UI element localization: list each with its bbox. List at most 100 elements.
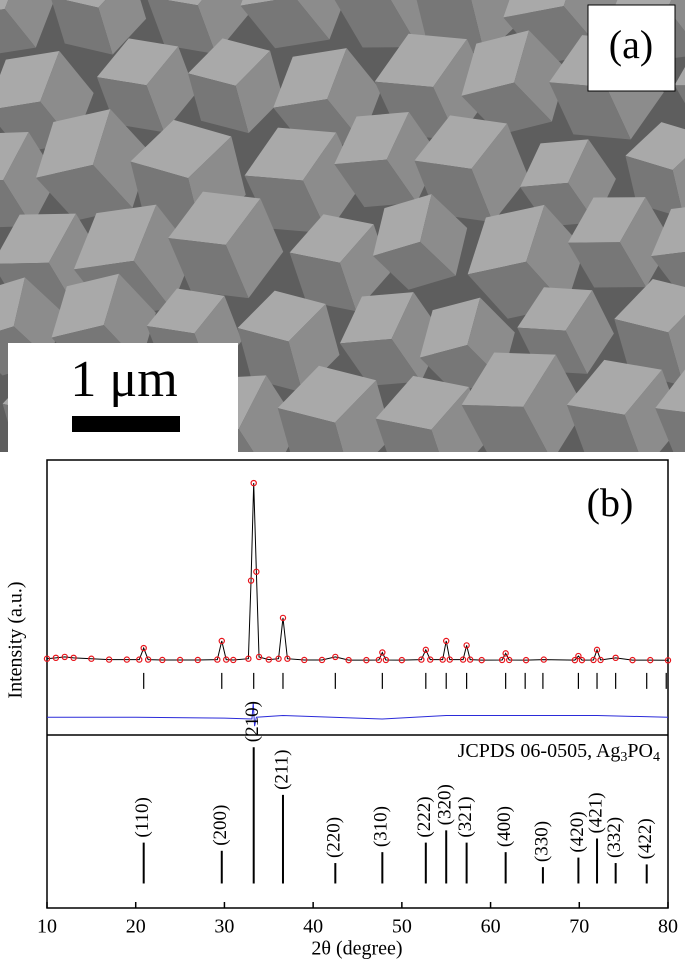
observed-point (571, 656, 579, 664)
observed-point (522, 656, 530, 664)
observed-point (265, 656, 272, 663)
panel-label: (b) (587, 480, 634, 525)
crystal-face (514, 30, 567, 122)
crystal-face (339, 292, 414, 344)
crystal-face (467, 204, 545, 275)
observed-point (318, 656, 326, 664)
crystal-face (96, 38, 179, 86)
crystal-face (375, 418, 439, 452)
observed-point (223, 656, 230, 663)
observed-point (245, 655, 252, 662)
observed-point (279, 614, 287, 622)
crystal-face (277, 365, 377, 423)
hkl-label: (210) (242, 701, 263, 742)
observed-point (194, 656, 202, 664)
hkl-label: (211) (271, 749, 292, 789)
observed-point (136, 656, 143, 663)
crystal-face (225, 198, 284, 299)
observed-point (422, 646, 430, 654)
crystal-face (35, 109, 111, 178)
crystal-face (3, 131, 58, 226)
crystal-face (273, 48, 347, 108)
crystal-face (651, 207, 685, 257)
crystal-face (0, 0, 9, 10)
crystal-face (668, 314, 685, 386)
crystal-face (520, 182, 596, 227)
crystal-face (523, 354, 585, 452)
crystal-face (372, 194, 432, 256)
hkl-label: (320) (435, 784, 456, 825)
label-box (587, 4, 676, 92)
crystal-face (334, 380, 393, 452)
observed-point (590, 656, 597, 664)
hkl-label: (421) (585, 792, 606, 833)
observed-point (597, 656, 604, 664)
x-tick-label: 20 (126, 916, 146, 938)
observed-point (578, 656, 586, 664)
plot-frame (46, 459, 669, 909)
crystal-face (0, 213, 76, 264)
observed-point (247, 577, 255, 584)
observed-point (301, 656, 308, 664)
hkl-label: (310) (371, 806, 392, 847)
crystal-face (517, 287, 593, 331)
crystal-face (65, 0, 106, 8)
crystal-face (566, 404, 639, 452)
crystal-face (35, 164, 133, 221)
observed-point (664, 657, 672, 664)
crystal-face (130, 119, 232, 179)
reference-part: 3 (620, 750, 627, 765)
crystal-face (235, 50, 284, 134)
scale-bar (72, 416, 180, 432)
hkl-label: (400) (494, 806, 515, 847)
crystal-face (461, 404, 548, 452)
observed-point (540, 656, 548, 663)
observed-point (345, 656, 352, 664)
crystal-face (339, 338, 422, 386)
observed-point (284, 655, 291, 662)
hkl-label: (330) (531, 821, 552, 862)
crystal-face (166, 0, 203, 6)
observed-point (459, 656, 467, 663)
crystal-face (98, 0, 147, 55)
observed-point (502, 650, 509, 657)
observed-point (144, 656, 152, 663)
x-axis-label: 2θ (degree) (311, 938, 402, 960)
crystal-face (188, 38, 271, 86)
crystal-face (674, 85, 685, 104)
crystal-face (289, 252, 357, 312)
crystal-face (288, 304, 340, 393)
crystal-face (0, 131, 29, 181)
crystal-face (334, 0, 419, 48)
crystal-face (237, 290, 326, 342)
crystal-face (13, 277, 62, 361)
panel-label: (a) (609, 22, 653, 67)
observed-point (446, 656, 453, 663)
crystal-face (374, 33, 467, 88)
observed-point (52, 654, 60, 662)
crystal-face (244, 127, 337, 181)
observed-point (379, 649, 386, 656)
crystal-face (520, 139, 589, 187)
crystal-face (51, 0, 113, 55)
observed-point (506, 656, 513, 664)
observed-point (123, 656, 131, 663)
observed-point (250, 479, 257, 487)
x-tick-label: 70 (569, 916, 589, 938)
crystal-face (375, 375, 469, 430)
observed-point (443, 637, 450, 645)
observed-point (398, 656, 406, 664)
crystal-face (567, 242, 647, 288)
observed-point (439, 656, 446, 663)
observed-point (593, 646, 601, 654)
observed-point (629, 656, 636, 664)
crystal-face (92, 109, 150, 208)
observed-point (159, 656, 166, 664)
hkl-label: (110) (132, 797, 153, 837)
crystal-face (565, 290, 614, 374)
reference-part: 4 (653, 750, 660, 765)
observed-point (375, 656, 382, 664)
hkl-label: (321) (455, 796, 476, 837)
observed-point (88, 655, 95, 662)
